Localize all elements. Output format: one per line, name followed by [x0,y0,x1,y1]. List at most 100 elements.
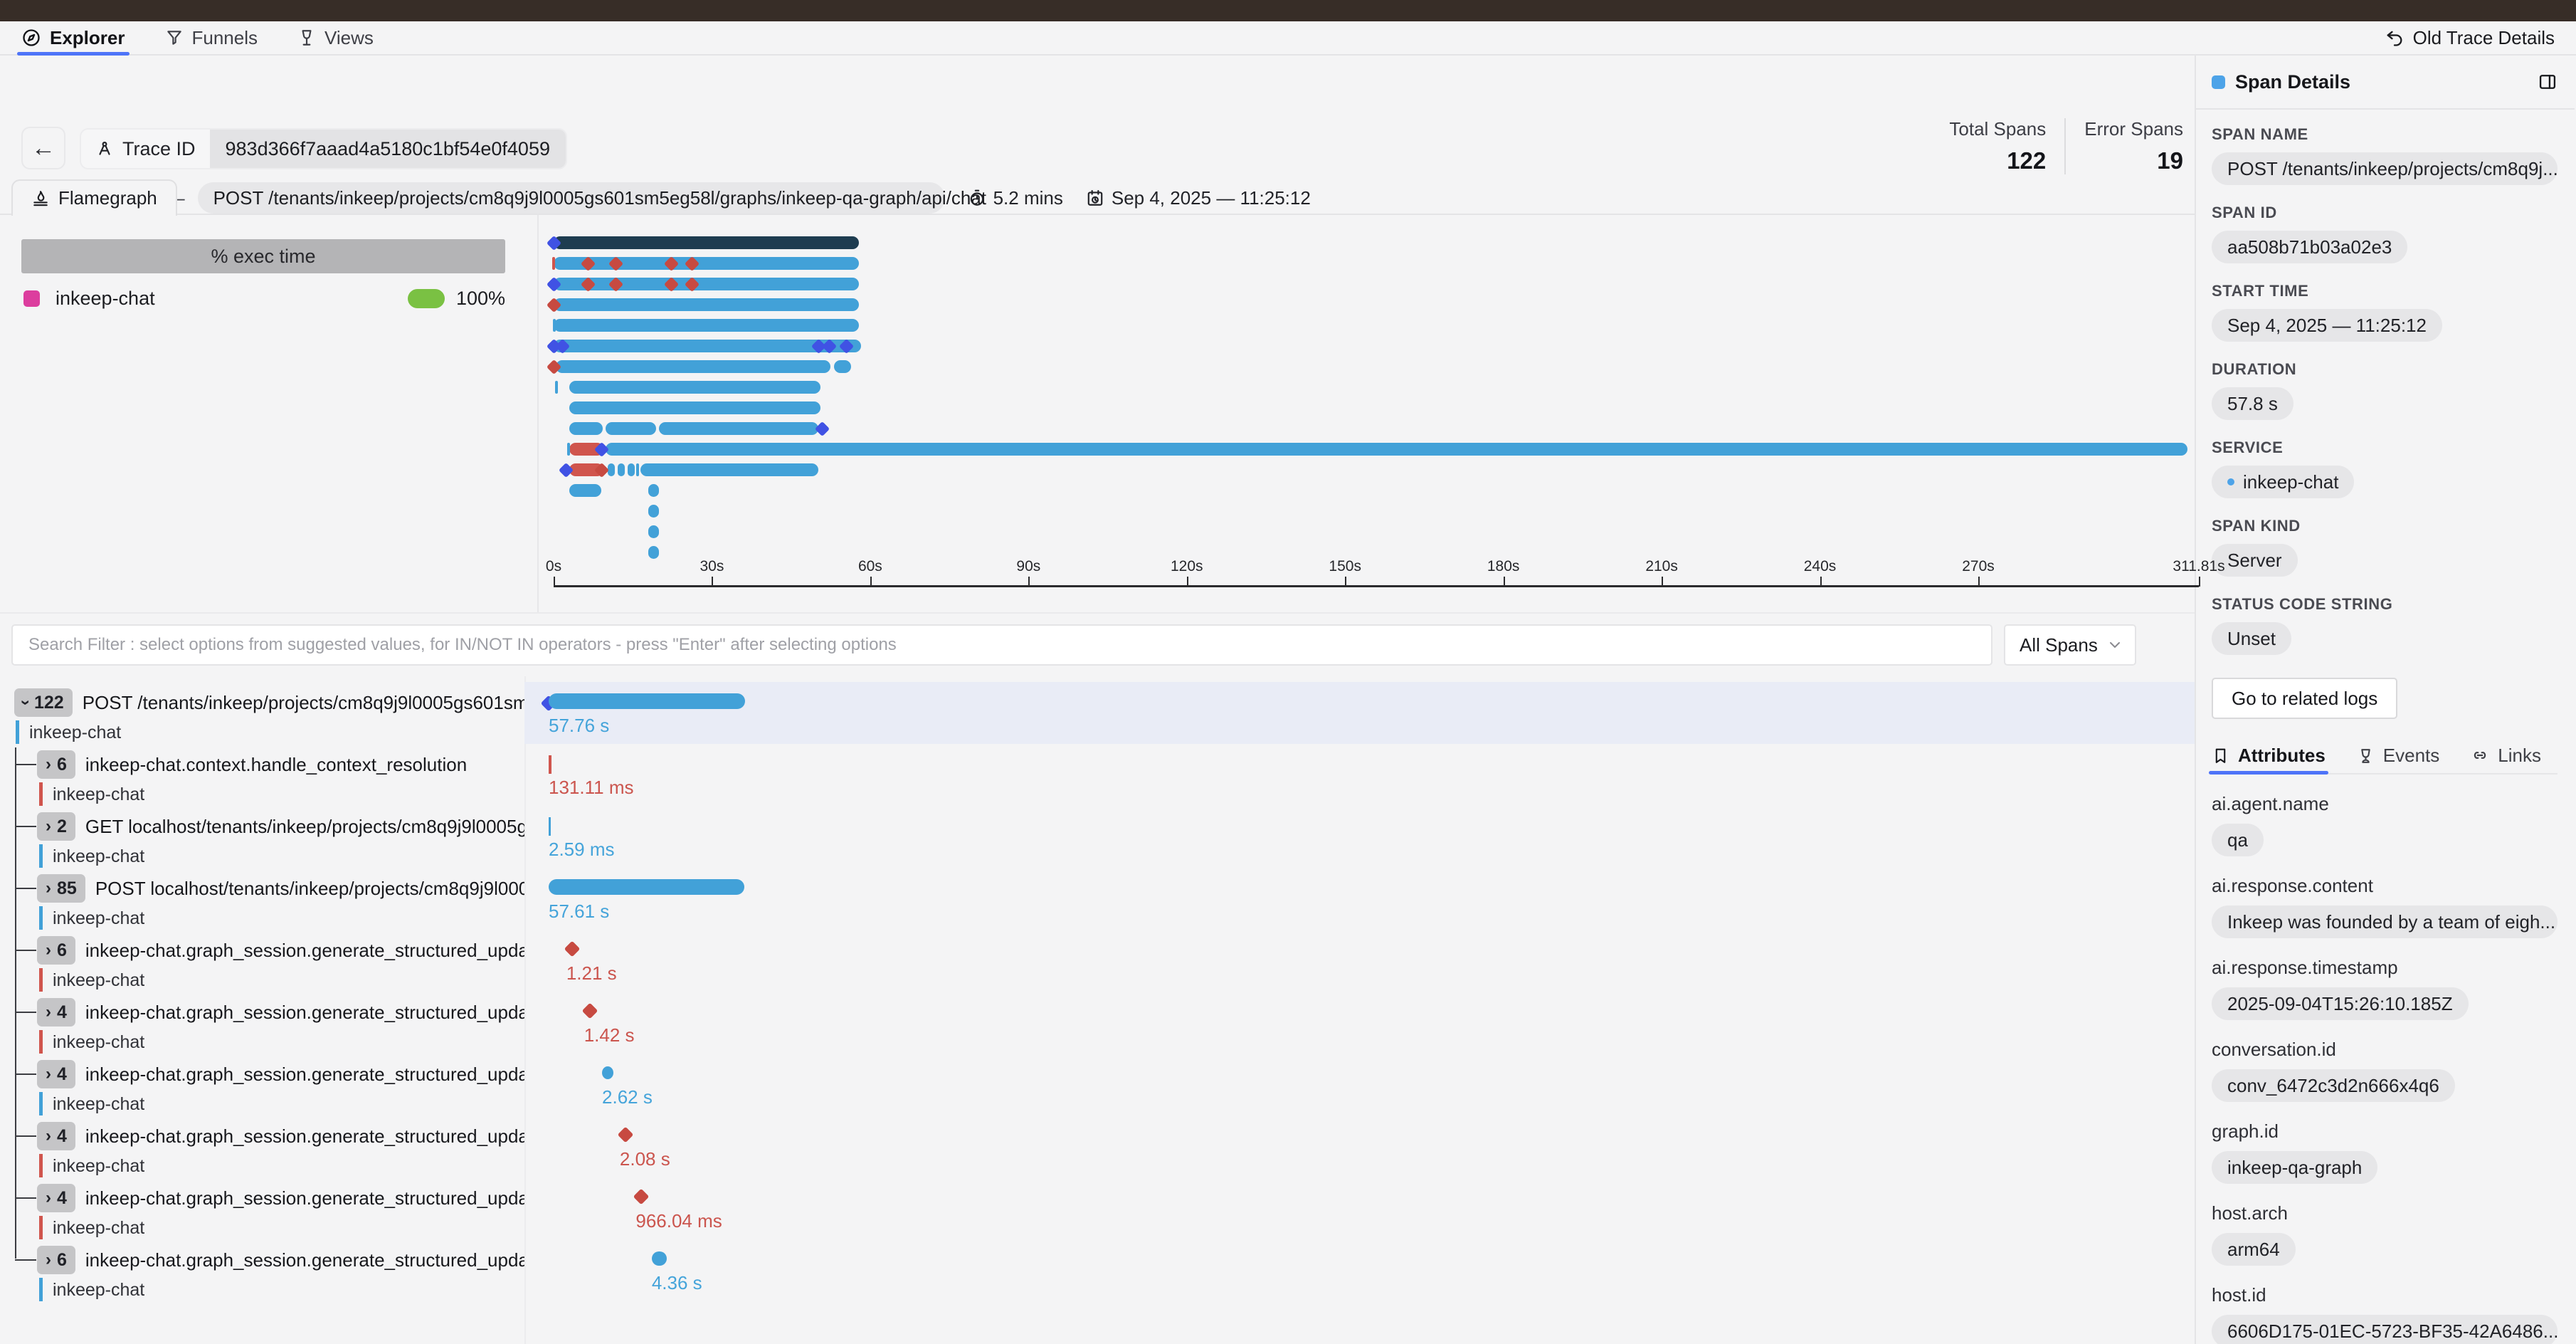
span-row[interactable]: › 4 inkeep-chat.graph_session.generate_str… [0,1054,2195,1115]
span-duration-cell[interactable]: 2.08 s [524,1115,2195,1177]
span-tick-marker[interactable] [552,257,555,270]
span-name-line: › 4 inkeep-chat.graph_session.generate_str… [37,997,524,1027]
flame-span-bar[interactable] [555,360,830,373]
waterfall-dot[interactable] [602,1066,614,1079]
flame-span-bar[interactable] [569,401,821,414]
attribute-value[interactable]: qa [2212,824,2264,856]
span-expand-badge[interactable]: › 4 [37,1184,75,1212]
span-expand-badge[interactable]: › 6 [37,936,75,965]
span-duration-cell[interactable]: 2.59 ms [524,806,2195,868]
span-duration-cell[interactable]: 966.04 ms [524,1177,2195,1239]
span-expand-badge[interactable]: › 122 [14,688,73,717]
flame-span-bar[interactable] [554,257,859,270]
attribute-value[interactable]: inkeep-qa-graph [2212,1151,2378,1184]
flame-span-bar[interactable] [648,525,659,538]
nav-tab-explorer[interactable]: Explorer [17,21,129,56]
flame-span-bar[interactable] [554,278,859,290]
span-expand-badge[interactable]: › 85 [37,874,85,903]
flame-span-bar[interactable] [569,484,601,497]
waterfall-error-tick[interactable] [549,755,551,774]
span-duration-cell[interactable]: 2.62 s [524,1054,2195,1115]
go-to-related-logs-button[interactable]: Go to related logs [2212,678,2398,719]
flame-span-bar[interactable] [605,443,2187,456]
span-duration-cell[interactable]: 57.61 s [524,868,2195,930]
span-expand-badge[interactable]: › 4 [37,1060,75,1088]
window-title-bar [0,0,2576,21]
span-row[interactable]: › 122 POST /tenants/inkeep/projects/cm8q9j… [0,682,2195,744]
span-row[interactable]: › 4 inkeep-chat.graph_session.generate_str… [0,1115,2195,1177]
flame-span-bar[interactable] [606,422,656,435]
flame-span-bar[interactable] [640,463,819,476]
spans-filter-select[interactable]: All Spans [2004,624,2136,666]
waterfall-error-diamond[interactable] [617,1126,634,1143]
span-expand-badge[interactable]: › 6 [37,1246,75,1274]
search-icon[interactable] [2572,746,2575,765]
flame-span-bar[interactable] [554,319,859,332]
axis-tick [1186,577,1188,587]
span-row[interactable]: › 4 inkeep-chat.graph_session.generate_str… [0,992,2195,1054]
span-event-diamond[interactable] [815,421,830,437]
span-row[interactable]: › 2 GET localhost/tenants/inkeep/projects/… [0,806,2195,868]
attribute-value[interactable]: Inkeep was founded by a team of eigh... [2212,905,2557,938]
span-tick-marker[interactable] [554,381,558,394]
waterfall-error-diamond[interactable] [581,1002,598,1019]
waterfall-duration-bar[interactable] [549,879,745,895]
span-expand-badge[interactable]: › 4 [37,998,75,1027]
trace-id-chip[interactable]: Trace ID 983d366f7aaad4a5180c1bf54e0f405… [80,128,567,169]
flame-span-bar[interactable] [648,546,659,559]
waterfall-tick[interactable] [549,817,551,836]
flame-span-bar[interactable] [569,422,603,435]
span-row[interactable]: › 85 POST localhost/tenants/inkeep/project… [0,868,2195,930]
span-row[interactable]: › 6 inkeep-chat.graph_session.generate_str… [0,1239,2195,1301]
span-tick-marker[interactable] [635,463,639,476]
flame-span-bar[interactable] [569,381,821,394]
search-filter-input[interactable] [11,624,1992,666]
flame-span-bar[interactable] [569,463,603,476]
flame-span-bar[interactable] [607,463,615,476]
span-duration-cell[interactable]: 57.76 s [524,682,2195,744]
span-row[interactable]: › 4 inkeep-chat.graph_session.generate_str… [0,1177,2195,1239]
back-button[interactable]: ← [21,127,65,169]
span-duration-cell[interactable]: 1.21 s [524,930,2195,992]
tab-flamegraph[interactable]: Flamegraph [11,179,177,216]
span-expand-badge[interactable]: › 4 [37,1122,75,1150]
span-row[interactable]: › 6 inkeep-chat.context.handle_context_res… [0,744,2195,806]
attribute-value[interactable]: 2025-09-04T15:26:10.185Z [2212,987,2469,1020]
flame-span-bar[interactable] [554,340,862,352]
flame-span-bar[interactable] [554,298,859,311]
attribute-value[interactable]: conv_6472c3d2n666x4q6 [2212,1069,2455,1102]
detail-field-label: SERVICE [2212,439,2284,456]
attribute-value[interactable]: 6606D175-01EC-5723-BF35-42A6486... [2212,1315,2558,1344]
flame-span-bar[interactable] [648,505,659,518]
old-trace-details-link[interactable]: Old Trace Details [2385,21,2555,54]
attribute-value[interactable]: arm64 [2212,1233,2296,1266]
tab-links[interactable]: Links [2471,737,2541,773]
span-name: POST /tenants/inkeep/projects/cm8q9j9l00… [82,691,524,713]
collapse-panel-icon[interactable] [2538,72,2557,92]
tab-attributes[interactable]: Attributes [2209,737,2328,775]
tab-events[interactable]: Events [2357,737,2439,773]
span-duration-cell[interactable]: 131.11 ms [524,744,2195,806]
flame-span-bar[interactable] [569,443,603,456]
span-tick-marker[interactable] [566,443,570,456]
waterfall-pill[interactable] [651,1251,667,1266]
waterfall-duration-bar[interactable] [549,693,746,709]
flame-span-bar[interactable] [648,484,659,497]
waterfall-error-diamond[interactable] [633,1188,650,1205]
flame-span-bar[interactable] [554,236,859,249]
flame-span-bar[interactable] [834,360,852,373]
span-duration-cell[interactable]: 4.36 s [524,1239,2195,1301]
span-tick-marker[interactable] [553,319,556,332]
span-row[interactable]: › 6 inkeep-chat.graph_session.generate_str… [0,930,2195,992]
nav-tab-funnels[interactable]: Funnels [165,21,258,54]
nav-tab-views[interactable]: Views [297,21,374,54]
exec-legend-row[interactable]: inkeep-chat 100% [23,288,505,310]
flame-span-bar[interactable] [627,463,635,476]
flame-span-bar[interactable] [617,463,625,476]
span-expand-badge[interactable]: › 6 [37,750,75,779]
flame-span-bar[interactable] [659,422,819,435]
root-endpoint-chip[interactable]: POST /tenants/inkeep/projects/cm8q9j9l00… [197,182,986,214]
span-expand-badge[interactable]: › 2 [37,812,75,841]
span-duration-cell[interactable]: 1.42 s [524,992,2195,1054]
waterfall-error-diamond[interactable] [564,940,581,957]
